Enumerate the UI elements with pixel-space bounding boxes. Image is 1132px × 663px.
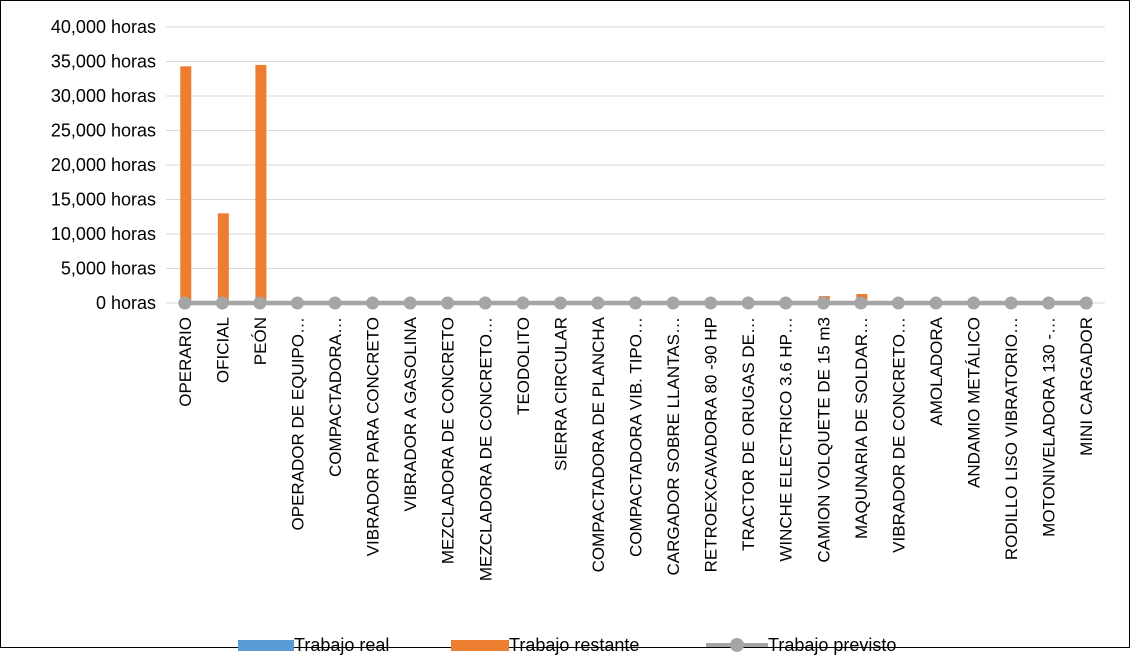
x-tick-label: COMPACTADORA VIB. TIPO… <box>627 317 646 557</box>
point-trabajo-previsto <box>290 296 304 310</box>
y-tick-label: 35,000 horas <box>51 52 156 72</box>
legend-swatch-trabajo-real <box>238 639 294 651</box>
legend-item-trabajo-previsto: Trabajo previsto <box>706 633 896 657</box>
point-trabajo-previsto <box>1042 296 1056 310</box>
legend-label-trabajo-previsto: Trabajo previsto <box>768 634 897 655</box>
point-trabajo-previsto <box>403 296 417 310</box>
x-tick-label: AMOLADORA <box>927 316 946 425</box>
legend-label-trabajo-real: Trabajo real <box>294 634 390 655</box>
point-trabajo-previsto <box>215 296 229 310</box>
x-tick-label: CARGADOR SOBRE LLANTAS… <box>664 317 683 576</box>
point-trabajo-previsto <box>666 296 680 310</box>
x-tick-label: MOTONIVELADORA 130 -… <box>1040 317 1059 537</box>
point-trabajo-previsto <box>516 296 530 310</box>
point-trabajo-previsto <box>816 296 830 310</box>
x-tick-label: COMPACTADORA… <box>326 317 345 477</box>
point-trabajo-previsto <box>591 296 605 310</box>
y-tick-label: 5,000 horas <box>61 259 156 279</box>
x-tick-label: SIERRA CIRCULAR <box>551 317 570 471</box>
bar-trabajo-restante <box>255 64 267 303</box>
x-tick-label: TEODOLITO <box>514 317 533 415</box>
x-tick-label: MAQUNARIA DE SOLDAR… <box>852 317 871 539</box>
bar-trabajo-restante <box>217 213 229 303</box>
x-tick-label: RETROEXCAVADORA 80 -90 HP <box>702 317 721 572</box>
y-tick-label: 15,000 horas <box>51 190 156 210</box>
legend-swatch-trabajo-restante <box>451 639 509 651</box>
grid-lines <box>166 26 1105 304</box>
point-trabajo-previsto <box>366 296 380 310</box>
legend-label-trabajo-restante: Trabajo restante <box>509 634 640 655</box>
point-trabajo-previsto <box>891 296 905 310</box>
x-tick-label: COMPACTADORA DE PLANCHA <box>589 316 608 572</box>
point-trabajo-previsto <box>553 296 567 310</box>
x-tick-label: OPERARIO <box>176 317 195 407</box>
point-trabajo-previsto <box>967 296 981 310</box>
x-tick-label: CAMION VOLQUETE DE 15 m3 <box>814 317 833 563</box>
y-tick-label: 0 horas <box>96 293 156 313</box>
y-axis-tick-labels: 0 horas 5,000 horas 10,000 horas 15,000 hor… <box>51 17 156 313</box>
line-series <box>178 296 1093 310</box>
point-trabajo-previsto <box>741 296 755 310</box>
legend-item-trabajo-restante: Trabajo restante <box>451 633 639 657</box>
bar-trabajo-restante <box>180 66 192 303</box>
point-trabajo-previsto <box>854 296 868 310</box>
y-tick-label: 20,000 horas <box>51 155 156 175</box>
x-tick-label: ANDAMIO METÁLICO <box>965 317 984 488</box>
point-trabajo-previsto <box>178 296 192 310</box>
point-trabajo-previsto <box>1079 296 1093 310</box>
x-tick-label: WINCHE ELECTRICO 3.6 HP… <box>777 317 796 562</box>
y-tick-label: 10,000 horas <box>51 224 156 244</box>
x-tick-label: MEZCLADORA DE CONCRETO… <box>476 317 495 581</box>
point-trabajo-previsto <box>253 296 267 310</box>
chart-legend: Trabajo real Trabajo restante Trabajo pr… <box>1 633 1131 663</box>
point-trabajo-previsto <box>629 296 642 310</box>
point-trabajo-previsto <box>704 296 718 310</box>
x-tick-label: VIBRADOR A GASOLINA <box>401 316 420 511</box>
point-trabajo-previsto <box>441 296 455 310</box>
y-tick-label: 40,000 horas <box>51 17 156 37</box>
x-tick-label: PEÓN <box>251 317 270 365</box>
legend-marker-trabajo-previsto <box>706 633 768 657</box>
x-tick-label: MEZCLADORA DE CONCRETO <box>439 317 458 564</box>
point-trabajo-previsto <box>929 296 943 310</box>
legend-item-trabajo-real: Trabajo real <box>238 633 389 657</box>
point-trabajo-previsto <box>328 296 342 310</box>
point-trabajo-previsto <box>478 296 492 310</box>
x-tick-label: VIBRADOR DE CONCRETO… <box>889 317 908 553</box>
x-tick-label: OPERADOR DE EQUIPO… <box>288 317 307 530</box>
chart-svg: 0 horas 5,000 horas 10,000 horas 15,000 hor… <box>51 17 1105 581</box>
x-tick-label: VIBRADOR PARA CONCRETO <box>364 317 383 556</box>
point-trabajo-previsto <box>1004 296 1018 310</box>
point-trabajo-previsto <box>779 296 793 310</box>
x-tick-label: MINI CARGADOR <box>1077 317 1096 456</box>
bars <box>180 64 1093 303</box>
y-tick-label: 30,000 horas <box>51 86 156 106</box>
x-axis-tick-labels: OPERARIO OFICIAL PEÓN OPERADOR DE EQUIPO… CO… <box>176 316 1096 581</box>
x-tick-label: RODILLO LISO VIBRATORIO… <box>1002 317 1021 560</box>
x-tick-label: TRACTOR DE ORUGAS DE… <box>739 317 758 551</box>
x-tick-label: OFICIAL <box>213 317 232 383</box>
y-tick-label: 25,000 horas <box>51 121 156 141</box>
